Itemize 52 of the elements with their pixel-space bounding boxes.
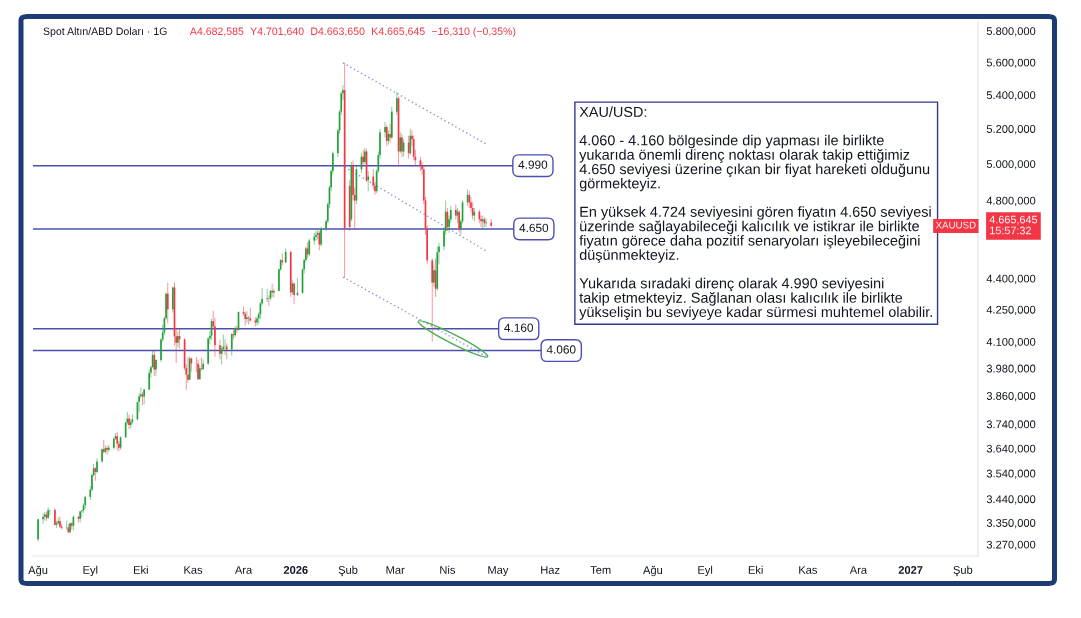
y-tick-label: 3.860,000	[986, 392, 1036, 402]
annotation: K4.665,645	[372, 27, 425, 37]
ref-line-label: 4.650	[519, 223, 549, 233]
x-tick-label: 2027	[898, 566, 923, 574]
x-tick-label: Haz	[541, 566, 560, 574]
x-tick-label: Şub	[338, 565, 358, 577]
ref-line-label: 4.990	[518, 160, 548, 169]
x-tick-label: Ara	[849, 566, 868, 574]
y-tick-label: 5.600,000	[986, 58, 1036, 68]
chart-title: Spot Altın/ABD Doları · 1G	[43, 27, 167, 38]
y-tick-label: 3.740,000	[986, 420, 1036, 430]
y-tick-label: 5.400,000	[986, 91, 1036, 101]
x-tick-label: Eki	[748, 565, 763, 574]
x-tick-label: Ara	[234, 566, 253, 574]
y-tick-label: 3.540,000	[986, 469, 1036, 479]
x-tick-label: Kas	[184, 566, 203, 574]
candlestick	[37, 518, 39, 542]
annotation: A4.682,585	[189, 27, 244, 37]
x-tick-label: Ağu	[28, 565, 48, 577]
y-tick-label: 4.100,000	[986, 338, 1036, 348]
x-tick-label: May	[488, 566, 509, 577]
annotation: XAUUSD	[935, 221, 976, 229]
y-tick-label: 5.800,000	[986, 27, 1036, 37]
y-tick-label: 4.250,000	[986, 305, 1036, 315]
text: 15:57:32	[990, 226, 1031, 235]
y-tick-label: 3.640,000	[986, 444, 1036, 454]
annotation: Y4.701,640	[250, 27, 304, 37]
x-tick-label: Eyl	[698, 565, 713, 577]
y-tick-label: 5.000,000	[986, 160, 1036, 170]
y-tick-label: 5.200,000	[986, 125, 1036, 135]
x-tick-label: 2026	[283, 566, 308, 574]
text: 4.665,645	[989, 215, 1038, 225]
candlestick	[490, 218, 493, 227]
x-tick-label: Eki	[134, 565, 148, 574]
x-tick-label: Tem	[590, 566, 611, 574]
ref-line-label: 4.060	[546, 345, 576, 354]
y-tick-label: 3.350,000	[986, 519, 1036, 529]
y-tick-label: 4.800,000	[986, 196, 1036, 206]
x-tick-label: Mar	[386, 566, 405, 574]
annotation: D4.663,650	[311, 27, 365, 37]
x-tick-label: Ağu	[643, 565, 663, 577]
x-tick-label: Nis	[440, 565, 456, 574]
x-tick-label: Eyl	[83, 565, 98, 577]
x-tick-label: Kas	[799, 566, 818, 574]
y-tick-label: 3.980,000	[986, 364, 1036, 374]
y-tick-label: 3.440,000	[986, 495, 1036, 505]
text: XAU/USD: 4.060 - 4.160 bölgesinde dip yapması ile birlikte yukarıda önemli direnç noktası olarak takip ettiğimiz 4.650 seviyesi üzerine çıkan bir fiyat hareketi olduğunu görmekteyiz. En yüksek 4.724 seviyesini gören fiyatın 4.650 seviyesi üzerinde sağlayabileceği kalıcılık ve istikrar ile birlikte fiyatın görece daha pozitif senaryoları işleyebileceğini düşünmekteyiz. Yukarıda sıradaki direnç olarak 4.990 seviyesini takip etmekteyiz. Sağlanan olası kalıcılık ile birlikte yükselişin bu seviyeye kadar sürmesi muhtemel olabilir.	[579, 106, 932, 320]
ref-line-label: 4.160	[504, 323, 534, 332]
annotation: −16,310 (−0,35%)	[431, 27, 516, 38]
y-tick-label: 3.270,000	[986, 540, 1036, 550]
y-tick-label: 4.400,000	[986, 274, 1036, 284]
x-tick-label: Şub	[953, 565, 973, 577]
